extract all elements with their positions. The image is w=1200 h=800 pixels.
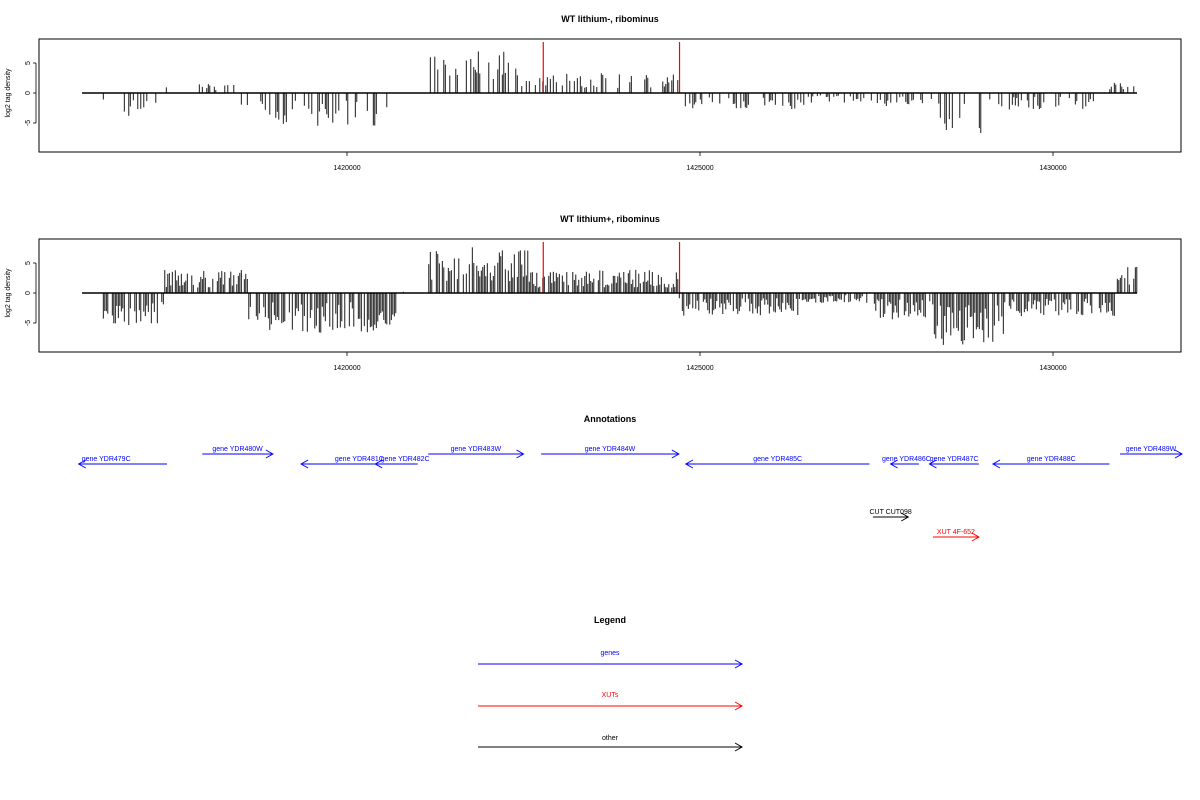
panel-1-ylabel: log2 tag density [5,68,12,118]
panel-1-xtick-1425000: 1425000 [686,165,713,172]
panel-lithium-plus: WT lithium+, ribominus 5 0 -5 log2 tag d… [5,214,1182,372]
annotation-gene: gene YDR489W [1120,446,1184,459]
annotation-gene: gene YDR480W [202,446,274,459]
panel-1-ytick-5: 5 [25,61,32,65]
annotation-gene: gene YDR483W [428,446,525,459]
legend-arrowhead-genes [734,659,744,669]
annotation-arrowhead [901,512,910,522]
annotation-label: gene YDR483W [451,446,502,453]
panel-1-xtick-1420000: 1420000 [333,165,360,172]
annotation-xut: XUT 4F-652 [932,529,980,542]
annotation-gene: gene YDR488C [991,456,1110,469]
annotation-gene: gene YDR484W [541,446,680,459]
legend-item-genes: genes [478,650,744,669]
annotation-label: gene YDR486C [882,456,931,463]
panel-2-ytick-5: 5 [25,261,32,265]
panel-2-highlights [542,242,681,293]
panel-2-frame [38,238,1182,353]
panel-2-xtick-1425000: 1425000 [686,365,713,372]
annotation-arrowhead [991,459,1001,469]
annotation-label: gene YDR484W [585,446,636,453]
annotation-label: gene YDR482C [381,456,430,463]
annotation-other: CUT CUT098 [869,509,912,522]
annotation-label: gene YDR489W [1126,446,1177,453]
annotation-label: gene YDR480W [212,446,263,453]
legend-label-genes: genes [600,650,620,657]
annotation-arrowhead [516,449,525,459]
annotation-label: gene YDR479C [82,456,131,463]
annotation-arrowhead [1174,449,1184,459]
panel-1-bars [102,51,1135,133]
annotation-gene: gene YDR485C [684,456,870,469]
annotation-gene: gene YDR479C [77,456,167,469]
annotation-arrowhead [889,459,898,469]
panel-2-y-axis: 5 0 -5 log2 tag density [5,261,37,326]
panel-2-bars [102,247,1138,345]
panel-2-ylabel: log2 tag density [5,268,12,318]
annotation-arrowhead [971,532,980,542]
annotation-arrowhead [671,449,680,459]
annotation-gene: gene YDR482C [374,456,430,469]
legend-label-other: other [602,735,619,742]
annotation-arrowhead [684,459,694,469]
annotation-arrowhead [300,459,309,469]
annotations-panel: Annotations gene YDR479C gene YDR480W gene… [77,414,1184,542]
legend-label-xuts: XUTs [602,692,619,699]
annotation-gene: gene YDR486C [882,456,931,469]
annotation-arrowhead [77,459,86,469]
panel-2-x-axis: 1420000 1425000 1430000 [333,352,1067,372]
panel-1-title: WT lithium-, ribominus [561,14,659,24]
panel-1-highlights [542,42,681,93]
legend-item-other: other [478,735,744,752]
annotation-label: gene YDR481C [335,456,384,463]
annotation-arrowhead [374,459,383,469]
legend-arrowhead-xuts [734,701,744,711]
annotation-label: gene YDR488C [1027,456,1076,463]
panel-2-xtick-1420000: 1420000 [333,365,360,372]
annotation-label: gene YDR485C [753,456,802,463]
panel-2-ytick-neg5: -5 [25,320,32,326]
annotation-arrowhead [928,459,937,469]
legend-panel: Legend genes XUTs other [478,615,744,752]
panel-1-y-axis: 5 0 -5 log2 tag density [5,61,37,126]
annotation-label: XUT 4F-652 [937,529,975,536]
panel-1-frame [38,38,1182,153]
panel-2-xtick-1430000: 1430000 [1039,365,1066,372]
annotation-label: CUT CUT098 [869,509,911,516]
annotation-gene: gene YDR487C [928,456,979,469]
legend-item-xuts: XUTs [478,692,744,711]
panel-1-x-axis: 1420000 1425000 1430000 [333,152,1067,172]
panel-lithium-minus: WT lithium-, ribominus 5 0 -5 log2 tag d… [5,14,1182,172]
panel-1-ytick-neg5: -5 [25,120,32,126]
panel-1-ytick-0: 0 [25,91,32,95]
legend-arrowhead-other [734,742,744,752]
panel-1-xtick-1430000: 1430000 [1039,165,1066,172]
annotation-arrowhead [265,449,274,459]
annotation-label: gene YDR487C [930,456,979,463]
legend-title: Legend [594,615,626,625]
annotations-title: Annotations [584,414,637,424]
panel-2-ytick-0: 0 [25,291,32,295]
panel-2-title: WT lithium+, ribominus [560,214,660,224]
